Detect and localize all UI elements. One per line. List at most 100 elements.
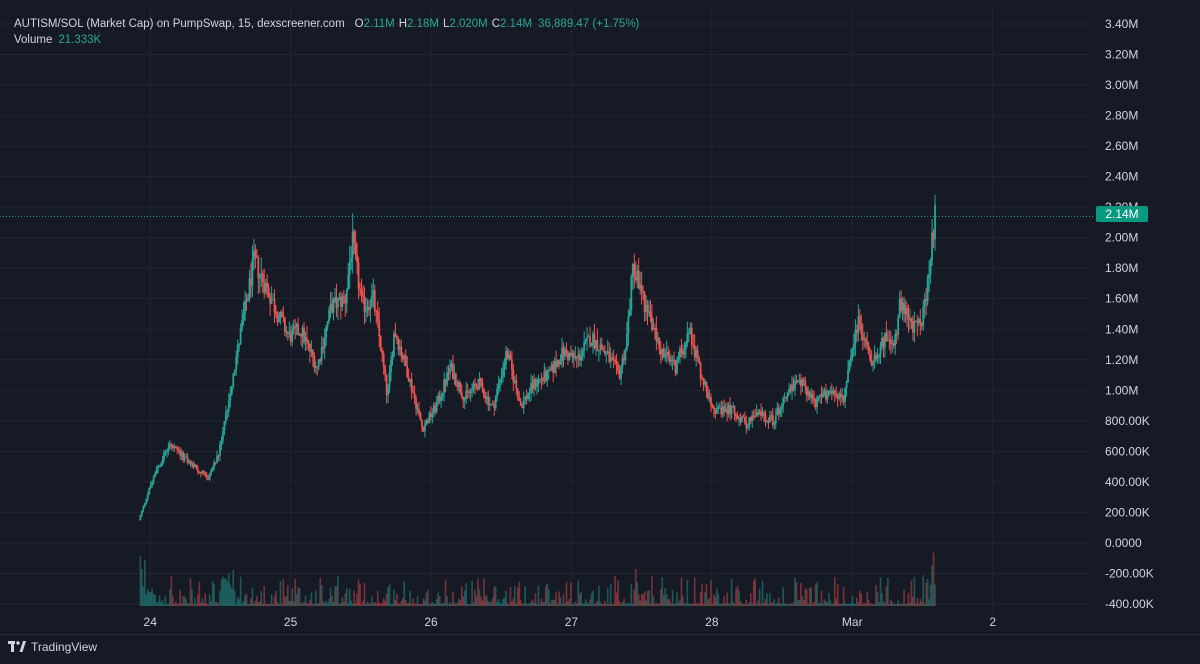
candle-body: [872, 363, 875, 366]
volume-label[interactable]: Volume: [14, 34, 53, 46]
volume-bar: [928, 599, 930, 606]
candle-body: [913, 320, 916, 333]
volume-bar: [745, 599, 748, 606]
candle-body: [602, 349, 605, 351]
time-axis[interactable]: 24 25 26 27 28 Mar 2: [144, 615, 997, 629]
candle-body: [674, 361, 677, 374]
volume-bar: [297, 587, 299, 606]
candle-body: [845, 382, 848, 389]
volume-bar: [462, 596, 465, 606]
volume-bar: [686, 579, 689, 606]
volume-bar: [623, 598, 625, 606]
volume-bar: [236, 597, 239, 606]
candle-body: [316, 366, 319, 368]
candle-body: [584, 340, 587, 343]
candle-body: [341, 296, 344, 308]
volume-bar: [803, 599, 805, 606]
tradingview-logo[interactable]: TradingView: [8, 640, 97, 654]
volume-bar: [665, 594, 668, 606]
volume-bar: [381, 602, 383, 606]
volume-bar: [527, 603, 529, 606]
volume-bar: [410, 603, 413, 606]
candle-body: [932, 232, 935, 240]
volume-bar: [819, 602, 821, 606]
candle-body: [881, 337, 883, 347]
candle-body: [350, 257, 353, 263]
volume-bar: [667, 598, 669, 606]
candle-body: [168, 444, 171, 448]
volume-bar: [233, 590, 236, 606]
volume-bar: [146, 589, 149, 606]
volume-bar: [366, 601, 369, 606]
volume-bar: [419, 603, 422, 606]
candle-body: [767, 420, 770, 423]
volume-bar: [618, 601, 621, 606]
price-axis[interactable]: 3.40M3.20M3.00M2.80M2.60M2.40M2.20M2.00M…: [1105, 17, 1154, 611]
volume-bar: [254, 600, 257, 606]
candle-body: [704, 381, 706, 385]
candle-body: [205, 474, 208, 478]
symbol-title[interactable]: AUTISM/SOL (Market Cap) on PumpSwap, 15,…: [14, 18, 345, 30]
candle-body: [587, 336, 590, 338]
candle-body: [375, 310, 378, 312]
candle-body: [351, 231, 354, 258]
candle-body: [214, 462, 217, 464]
candle-body: [239, 328, 242, 345]
candle-body: [344, 297, 347, 304]
candle-body: [695, 349, 698, 358]
candle-body: [494, 396, 497, 409]
candle-body: [860, 323, 863, 334]
candle-body: [220, 440, 223, 446]
candle-body: [177, 449, 180, 451]
volume-bar: [491, 597, 494, 606]
candle-body: [166, 451, 168, 453]
candle-body: [260, 273, 263, 275]
candle-body: [199, 471, 202, 474]
volume-bar: [792, 602, 795, 606]
volume-bar: [266, 603, 268, 606]
volume-bar: [388, 584, 391, 606]
candle-body: [547, 369, 550, 371]
candle-body: [813, 398, 816, 401]
candle-body: [746, 426, 749, 429]
volume-bar: [446, 596, 448, 606]
candle-body: [853, 344, 855, 349]
y-tick-label: 3.00M: [1105, 78, 1138, 92]
candle-body: [583, 342, 586, 351]
volume-bar: [530, 601, 532, 606]
volume-bar: [603, 600, 606, 606]
candle-body: [373, 290, 376, 311]
candle-body: [760, 411, 762, 416]
candle-body: [701, 378, 703, 380]
candle-body: [469, 390, 472, 394]
candle-body: [463, 398, 466, 401]
candle-body: [763, 412, 765, 416]
candle-body: [822, 392, 824, 398]
volume-bar: [160, 601, 162, 606]
volume-bar: [879, 577, 882, 606]
candle-body: [422, 426, 425, 432]
y-tick-label: 200.00K: [1105, 505, 1150, 519]
x-tick-label: Mar: [842, 615, 863, 629]
candle-body: [736, 416, 739, 420]
volume-bar: [826, 602, 829, 606]
candle-body: [636, 270, 639, 281]
volume-bar: [589, 599, 591, 606]
candle-body: [555, 361, 558, 367]
candle-body: [565, 349, 568, 354]
volume-bar: [685, 603, 687, 606]
volume-bar: [494, 586, 497, 606]
volume-bar: [169, 589, 171, 606]
volume-bar: [409, 590, 411, 606]
candle-body: [328, 309, 330, 322]
candle-body: [536, 384, 538, 387]
volume-bar: [219, 590, 221, 606]
volume-bar: [331, 595, 333, 606]
volume-bar: [496, 602, 498, 606]
volume-bar: [568, 598, 571, 606]
volume-bar: [142, 586, 145, 606]
volume-bar: [260, 590, 263, 606]
candle-body: [534, 379, 537, 387]
candle-body: [761, 412, 764, 416]
